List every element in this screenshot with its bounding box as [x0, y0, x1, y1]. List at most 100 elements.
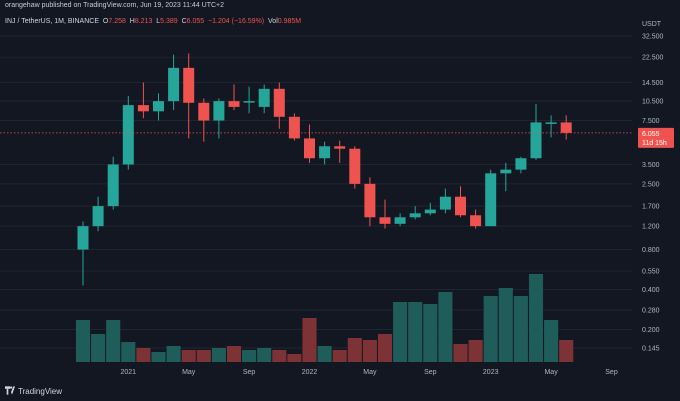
- candle-body: [243, 101, 255, 103]
- candles: [77, 53, 572, 286]
- candle-body: [107, 164, 119, 207]
- low-value: 5.389: [160, 18, 178, 25]
- volume-bar: [196, 350, 211, 362]
- volume-bar: [362, 340, 377, 362]
- price-tick-label: 10.500: [642, 99, 664, 106]
- candle: [470, 209, 482, 229]
- price-tick-label: 1.200: [642, 224, 660, 231]
- price-tick-label: 7.500: [642, 118, 660, 125]
- volume-bar: [438, 292, 453, 362]
- candle: [92, 196, 104, 232]
- candle-body: [379, 217, 391, 224]
- candle: [273, 82, 285, 129]
- candle-body: [470, 215, 482, 227]
- high-label: H: [129, 18, 135, 25]
- candle-body: [424, 209, 436, 214]
- time-tick-label: May: [363, 369, 377, 376]
- price-tick-label: 0.200: [642, 327, 660, 334]
- volume-bar: [559, 340, 574, 362]
- candle: [304, 124, 315, 163]
- volume-label: Vol: [268, 18, 278, 25]
- candle: [364, 177, 376, 227]
- volume-bar: [513, 296, 528, 362]
- volume-bar: [468, 340, 483, 362]
- countdown-label: 11d 15h: [642, 140, 667, 147]
- candle: [424, 202, 436, 216]
- tradingview-footer[interactable]: TradingView: [5, 386, 62, 396]
- candle-body: [183, 67, 195, 103]
- volume-bar: [181, 350, 196, 362]
- candle-body: [334, 146, 346, 149]
- volume-bar: [287, 354, 302, 362]
- candle-body: [137, 105, 149, 112]
- candle-body: [409, 213, 421, 218]
- price-tick-label: 22.500: [642, 55, 664, 62]
- volume-bar: [393, 302, 408, 362]
- candle-body: [228, 101, 240, 107]
- candle-body: [213, 101, 225, 121]
- time-tick-label: 2021: [121, 369, 137, 376]
- price-tick-label: 3.500: [642, 162, 660, 169]
- candle: [243, 86, 255, 114]
- volume-bar: [257, 348, 272, 362]
- volume-bar: [136, 348, 151, 362]
- candle: [409, 206, 421, 220]
- candle: [349, 146, 361, 189]
- candle-body: [530, 122, 542, 159]
- price-tick-label: 0.280: [642, 308, 660, 315]
- candle-body: [364, 183, 376, 218]
- last-price-label: 6.055: [642, 131, 660, 138]
- close-value: 6.055: [186, 18, 205, 25]
- volume-bar: [544, 320, 559, 362]
- candle: [439, 188, 451, 214]
- candle: [258, 84, 270, 114]
- volume-bar: [498, 288, 513, 362]
- currency-label: USDT: [642, 21, 662, 28]
- candle-body: [349, 148, 361, 184]
- candle-body: [394, 217, 406, 224]
- time-tick-label: May: [182, 369, 196, 376]
- price-axis[interactable]: 32.500 22.500 14.500 10.500 7.500 3.500 2.500 1…: [642, 34, 664, 353]
- volume-bar: [347, 338, 362, 362]
- tradingview-logo-icon: [5, 386, 15, 395]
- candle-body: [198, 102, 210, 121]
- symbol-title[interactable]: INJ / TetherUS, 1M, BINANCE: [5, 18, 100, 25]
- volume-bar: [211, 348, 226, 362]
- price-tick-label: 32.500: [642, 34, 664, 41]
- candle-body: [122, 105, 134, 165]
- candle: [137, 82, 149, 119]
- candle: [153, 93, 164, 121]
- time-axis[interactable]: 2021 May Sep 2022 May Sep 2023 May Sep: [121, 369, 618, 376]
- volume-bar: [151, 352, 166, 362]
- volume-bar: [75, 320, 91, 362]
- candle-body: [319, 146, 331, 159]
- symbol-legend[interactable]: INJ / TetherUS, 1M, BINANCE O7.258 H8.21…: [5, 18, 301, 25]
- candle-body: [273, 88, 285, 117]
- volume-bar: [528, 274, 544, 362]
- time-tick-label: 2023: [483, 369, 499, 376]
- candle: [500, 162, 512, 192]
- open-value: 7.258: [108, 18, 126, 25]
- candle: [515, 156, 527, 174]
- volume-bar: [242, 350, 257, 362]
- tradingview-brand[interactable]: TradingView: [18, 387, 63, 396]
- candle: [288, 113, 300, 141]
- candle: [213, 98, 225, 139]
- price-tick-label: 0.800: [642, 247, 660, 254]
- price-tick-label: 0.145: [642, 346, 660, 353]
- volume-bar: [121, 342, 136, 362]
- candle-body: [258, 88, 270, 107]
- candle-body: [168, 67, 180, 102]
- candle-body: [500, 169, 512, 174]
- candle: [379, 199, 391, 229]
- candle-body: [288, 116, 300, 139]
- volume-bars: [75, 274, 574, 362]
- candle: [228, 84, 240, 111]
- volume-bar: [332, 350, 347, 362]
- time-tick-label: Sep: [243, 369, 256, 376]
- high-value: 8.213: [134, 18, 153, 25]
- candle: [107, 156, 119, 210]
- candle-body: [92, 206, 104, 227]
